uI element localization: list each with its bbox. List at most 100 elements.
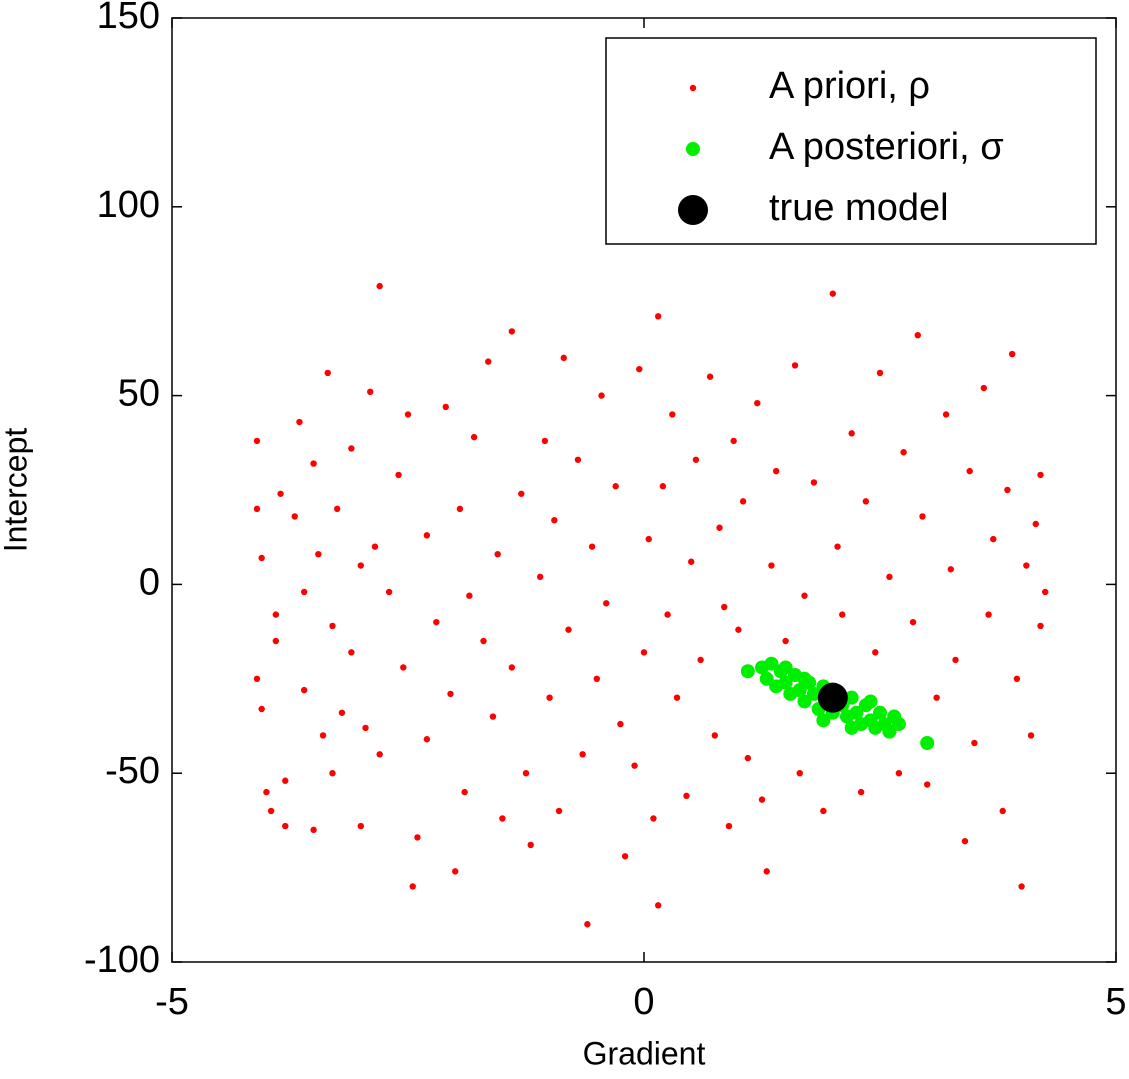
- point: [310, 460, 317, 467]
- point: [371, 543, 379, 550]
- point: [961, 837, 969, 845]
- point: [617, 720, 624, 728]
- point: [253, 675, 261, 682]
- point: [636, 365, 643, 373]
- point: [739, 498, 747, 505]
- point: [300, 588, 308, 596]
- point: [536, 573, 544, 581]
- point: [310, 826, 317, 834]
- point: [461, 788, 468, 796]
- point: [759, 671, 774, 686]
- point: [1032, 520, 1039, 528]
- point: [1004, 486, 1011, 494]
- y-axis-label: Intercept: [0, 428, 33, 553]
- point: [282, 777, 289, 784]
- point: [817, 682, 848, 713]
- legend-label: true model: [769, 187, 949, 229]
- point: [844, 720, 859, 735]
- point: [376, 282, 383, 290]
- point: [357, 562, 364, 569]
- point: [980, 384, 988, 392]
- point: [763, 868, 770, 875]
- point: [324, 369, 331, 377]
- point: [395, 471, 402, 479]
- point: [942, 411, 950, 418]
- point: [919, 513, 926, 520]
- x-tick-label: 5: [1105, 981, 1126, 1023]
- point: [527, 841, 534, 849]
- y-tick-label: 0: [139, 561, 160, 603]
- point: [711, 732, 718, 739]
- point: [909, 618, 917, 626]
- point: [348, 649, 355, 656]
- point: [499, 815, 506, 822]
- point: [1042, 588, 1049, 596]
- legend-marker: [689, 84, 697, 92]
- point: [673, 694, 681, 701]
- point: [1037, 471, 1044, 479]
- point: [508, 664, 516, 671]
- point: [791, 362, 799, 369]
- point: [593, 675, 600, 682]
- point: [654, 902, 662, 909]
- point: [296, 418, 303, 426]
- point: [829, 290, 836, 297]
- point: [452, 868, 459, 875]
- point: [882, 724, 897, 739]
- point: [947, 566, 954, 573]
- point: [834, 543, 841, 550]
- point: [654, 313, 662, 320]
- point: [541, 437, 549, 445]
- point: [730, 437, 737, 445]
- point: [574, 456, 582, 463]
- y-tick-label: 150: [97, 0, 160, 37]
- point: [282, 822, 289, 830]
- point: [721, 603, 728, 611]
- point: [522, 770, 530, 777]
- point: [291, 513, 298, 520]
- point: [404, 411, 412, 418]
- point: [485, 358, 492, 365]
- point: [952, 656, 959, 664]
- point: [985, 611, 992, 618]
- point: [447, 690, 454, 698]
- point: [778, 660, 793, 675]
- point: [508, 328, 516, 335]
- point: [683, 792, 690, 800]
- point: [300, 686, 308, 694]
- point: [782, 637, 789, 645]
- point: [565, 626, 572, 633]
- point: [839, 611, 846, 618]
- point: [862, 498, 870, 505]
- point: [603, 600, 610, 607]
- point: [588, 543, 596, 550]
- point: [367, 388, 374, 396]
- y-tick-label: 50: [118, 373, 160, 415]
- point: [631, 762, 638, 769]
- point: [914, 331, 921, 339]
- point: [820, 807, 827, 815]
- series: [817, 682, 848, 713]
- series: [740, 656, 935, 750]
- point: [315, 550, 322, 558]
- legend-label: A priori, ρ: [769, 65, 930, 107]
- point: [1008, 350, 1016, 358]
- point: [263, 788, 270, 796]
- point: [778, 675, 793, 690]
- point: [1023, 562, 1030, 569]
- point: [433, 618, 440, 626]
- point: [725, 822, 733, 830]
- point: [555, 807, 563, 815]
- point: [863, 694, 878, 709]
- series: [253, 282, 1049, 928]
- point: [920, 735, 935, 750]
- y-tick-label: 100: [97, 184, 160, 226]
- point: [466, 592, 473, 599]
- point: [792, 683, 807, 698]
- point: [716, 524, 723, 531]
- legend-marker: [678, 195, 708, 225]
- point: [362, 724, 369, 732]
- point: [1013, 675, 1021, 682]
- point: [1018, 883, 1025, 890]
